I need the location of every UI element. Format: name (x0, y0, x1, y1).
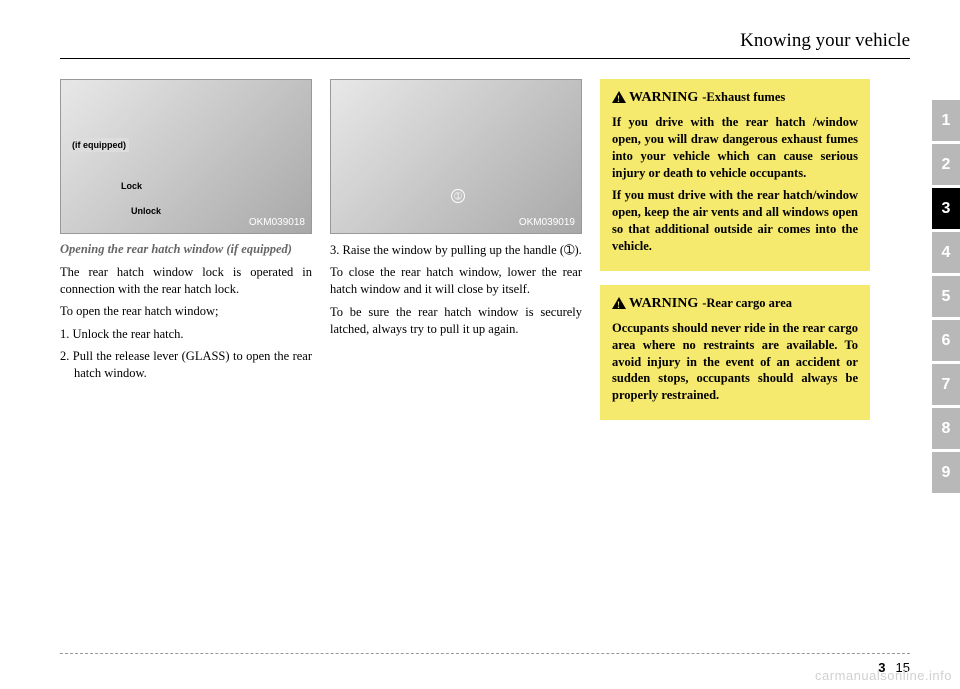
warning-2-p1: Occupants should never ride in the rear … (612, 320, 858, 404)
warning-2-sub: Rear cargo area (706, 295, 858, 311)
tab-9[interactable]: 9 (932, 452, 960, 493)
figure-2-code: OKM039019 (519, 216, 575, 230)
figure-1: (if equipped) Lock Unlock OKM039018 (60, 79, 312, 234)
col2-li3: 3. Raise the window by pulling up the ha… (330, 242, 582, 259)
tab-2[interactable]: 2 (932, 144, 960, 185)
page-header: Knowing your vehicle (60, 30, 910, 59)
figure-1-equipped-label: (if equipped) (69, 138, 129, 152)
footer-rule (60, 653, 910, 654)
tab-5[interactable]: 5 (932, 276, 960, 317)
warning-1-p1: If you drive with the rear hatch /window… (612, 114, 858, 182)
col1-p1: The rear hatch window lock is oper­ated … (60, 264, 312, 298)
header-title: Knowing your vehicle (740, 30, 910, 51)
figure-2-callout-1: ➀ (451, 189, 465, 203)
warning-1-sub: Exhaust fumes (706, 89, 858, 105)
warning-2-word: WARNING (629, 295, 698, 314)
section-tabs: 1 2 3 4 5 6 7 8 9 (932, 100, 960, 496)
figure-2: ➀ OKM039019 (330, 79, 582, 234)
tab-1[interactable]: 1 (932, 100, 960, 141)
column-2: ➀ OKM039019 3. Raise the window by pulli… (330, 79, 582, 434)
figure-1-unlock-label: Unlock (131, 205, 161, 217)
warning-2-title: WARNING - Rear cargo area (612, 295, 858, 314)
col1-subheading: Opening the rear hatch window (if equipp… (60, 242, 312, 258)
warning-icon (612, 91, 626, 103)
col2-p1: To close the rear hatch window, lower th… (330, 264, 582, 298)
tab-3[interactable]: 3 (932, 188, 960, 229)
warning-1-word: WARNING (629, 89, 698, 108)
col2-p2: To be sure the rear hatch window is secu… (330, 304, 582, 338)
tab-7[interactable]: 7 (932, 364, 960, 405)
tab-4[interactable]: 4 (932, 232, 960, 273)
column-3: WARNING - Exhaust fumes If you drive wit… (600, 79, 870, 434)
warning-box-cargo: WARNING - Rear cargo area Occupants shou… (600, 285, 870, 420)
figure-1-code: OKM039018 (249, 216, 305, 230)
page-container: Knowing your vehicle (if equipped) Lock … (0, 0, 960, 689)
col1-li2: 2. Pull the release lever (GLASS) to ope… (60, 348, 312, 382)
tab-6[interactable]: 6 (932, 320, 960, 361)
col1-li1: 1. Unlock the rear hatch. (60, 326, 312, 343)
warning-box-exhaust: WARNING - Exhaust fumes If you drive wit… (600, 79, 870, 271)
column-1: (if equipped) Lock Unlock OKM039018 Open… (60, 79, 312, 434)
warning-icon (612, 297, 626, 309)
warning-1-p2: If you must drive with the rear hatch/wi… (612, 187, 858, 255)
tab-8[interactable]: 8 (932, 408, 960, 449)
content-columns: (if equipped) Lock Unlock OKM039018 Open… (60, 79, 910, 434)
figure-1-lock-label: Lock (121, 180, 142, 192)
col1-p2: To open the rear hatch window; (60, 303, 312, 320)
watermark: carmanualsonline.info (815, 668, 952, 683)
warning-1-title: WARNING - Exhaust fumes (612, 89, 858, 108)
